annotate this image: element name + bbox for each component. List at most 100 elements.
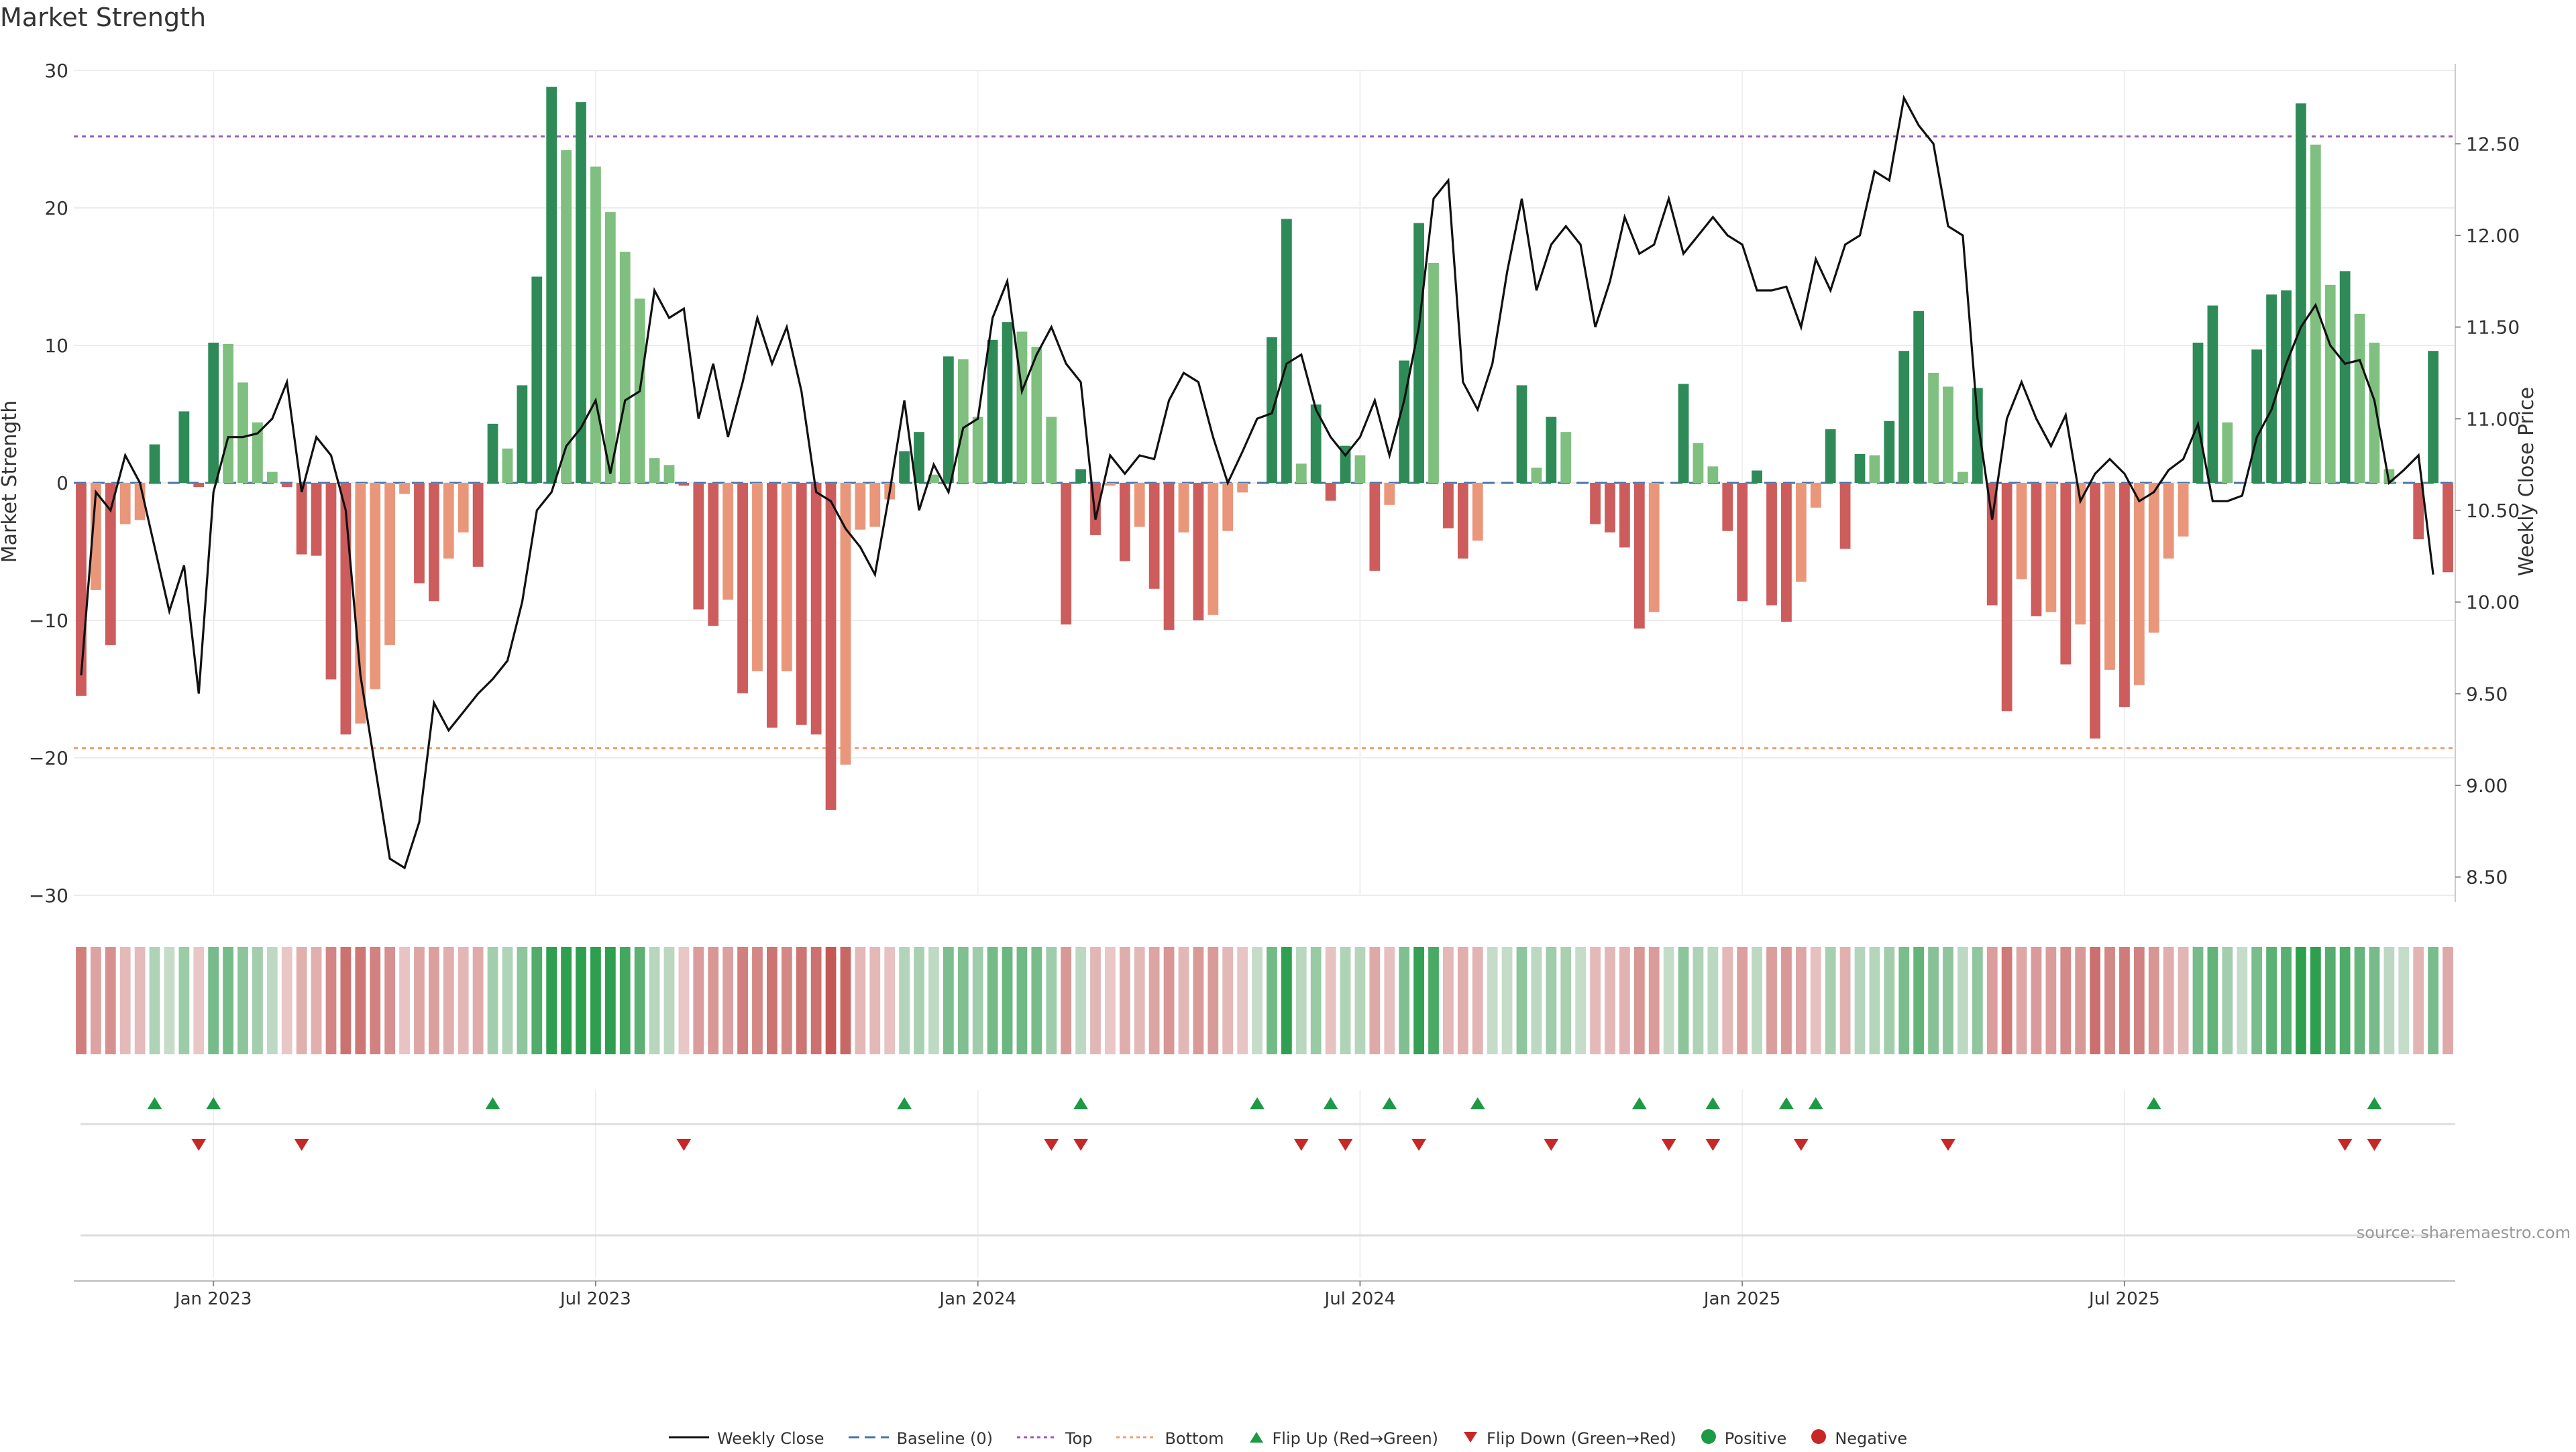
strength-bar: [722, 483, 734, 600]
legend-item-baseline: Baseline (0): [848, 1429, 993, 1448]
strength-bar: [531, 276, 543, 483]
heat-cell: [1869, 947, 1880, 1054]
strength-bar: [693, 483, 704, 610]
heat-cell: [884, 947, 896, 1054]
strength-bar: [1752, 470, 1762, 483]
heat-cell: [1472, 947, 1483, 1054]
strength-bar: [1546, 416, 1557, 483]
flip-up-marker: [1631, 1097, 1647, 1109]
strength-bar: [781, 483, 792, 671]
flip-up-marker: [2146, 1097, 2161, 1109]
strength-bar: [1134, 483, 1145, 527]
heat-cell: [1208, 947, 1219, 1054]
heat-cell: [752, 947, 763, 1054]
strength-bar: [869, 483, 881, 527]
strength-bar: [2104, 483, 2115, 670]
strength-bar: [2281, 290, 2292, 483]
legend-item-flip-down: Flip Down (Green→Red): [1462, 1429, 1676, 1448]
heat-cell: [2016, 947, 2027, 1054]
heat-cell: [178, 947, 190, 1054]
heat-cell: [1810, 947, 1821, 1054]
strength-bar: [2251, 349, 2263, 483]
heat-cell: [2133, 947, 2145, 1054]
heat-cell: [502, 947, 513, 1054]
heat-cell: [414, 947, 425, 1054]
flip-up-marker: [1808, 1097, 1823, 1109]
legend-label: Flip Down (Green→Red): [1487, 1429, 1676, 1448]
strength-bar: [2045, 483, 2057, 612]
heat-cell: [649, 947, 660, 1054]
x-tick-label: Jul 2024: [1324, 1289, 1396, 1309]
heat-cell: [943, 947, 954, 1054]
heat-cell: [1693, 947, 1704, 1054]
strength-bar: [90, 483, 101, 590]
flip-down-marker: [1044, 1139, 1059, 1151]
strength-bar: [1310, 404, 1322, 483]
heat-cell: [1384, 947, 1395, 1054]
heat-cell: [2207, 947, 2218, 1054]
heat-cell: [1619, 947, 1630, 1054]
heat-cell: [311, 947, 322, 1054]
heat-cell: [1839, 947, 1851, 1054]
strength-bar: [619, 252, 631, 483]
heat-cell: [1825, 947, 1836, 1054]
strength-bar: [223, 343, 233, 483]
heat-cell: [899, 947, 910, 1054]
heat-cell: [1163, 947, 1175, 1054]
strength-bar: [1898, 351, 1910, 483]
strength-bar: [487, 423, 498, 483]
heat-cell: [1501, 947, 1513, 1054]
heat-cell: [987, 947, 998, 1054]
heat-cell: [1325, 947, 1336, 1054]
heat-cell: [1046, 947, 1057, 1054]
heat-cell: [340, 947, 352, 1054]
strength-bar: [1002, 322, 1013, 483]
strength-bar: [972, 416, 983, 483]
strength-bar: [1472, 483, 1483, 541]
heat-cell: [252, 947, 263, 1054]
flip-markers: [80, 1097, 2455, 1237]
heat-cell: [1943, 947, 1953, 1054]
strength-bar: [1046, 416, 1057, 483]
flip-down-marker: [1073, 1139, 1089, 1151]
heat-cell: [1413, 947, 1424, 1054]
heat-cell: [1281, 947, 1292, 1054]
strength-bar: [1839, 483, 1851, 549]
heat-cell: [2383, 947, 2395, 1054]
strength-bar: [2413, 483, 2424, 540]
heat-cell: [1766, 947, 1777, 1054]
strength-bar: [987, 339, 998, 483]
strength-bar: [2060, 483, 2072, 665]
legend-item-line: Weekly Close: [668, 1429, 824, 1448]
strength-bar: [1869, 455, 1880, 483]
strength-bar: [2310, 144, 2321, 483]
strength-bar: [943, 356, 954, 483]
strength-bar: [2222, 422, 2233, 483]
heat-cell: [443, 947, 454, 1054]
heat-cell: [693, 947, 704, 1054]
legend-swatch: [668, 1429, 709, 1448]
heat-cell: [1752, 947, 1762, 1054]
strength-bar: [2354, 313, 2365, 483]
heat-cell: [399, 947, 410, 1054]
strength-bar: [840, 483, 851, 765]
heat-cell: [134, 947, 146, 1054]
flip-down-marker: [1411, 1139, 1427, 1151]
strength-bar: [1605, 483, 1615, 533]
strength-bar: [561, 150, 572, 483]
strength-bar: [2443, 483, 2453, 573]
strength-bar: [2090, 483, 2101, 739]
heat-cell: [384, 947, 396, 1054]
y2-tick-label: 11.50: [2466, 317, 2520, 339]
heat-cell: [1340, 947, 1351, 1054]
strength-bar: [178, 411, 190, 483]
heat-cell: [2324, 947, 2336, 1054]
strength-bar: [957, 359, 969, 483]
heat-cell: [1354, 947, 1366, 1054]
strength-bar: [370, 483, 381, 689]
strength-bar: [1986, 483, 1998, 606]
strength-bar: [1693, 443, 1704, 483]
strength-bar: [576, 102, 586, 483]
heat-cell: [1267, 947, 1277, 1054]
